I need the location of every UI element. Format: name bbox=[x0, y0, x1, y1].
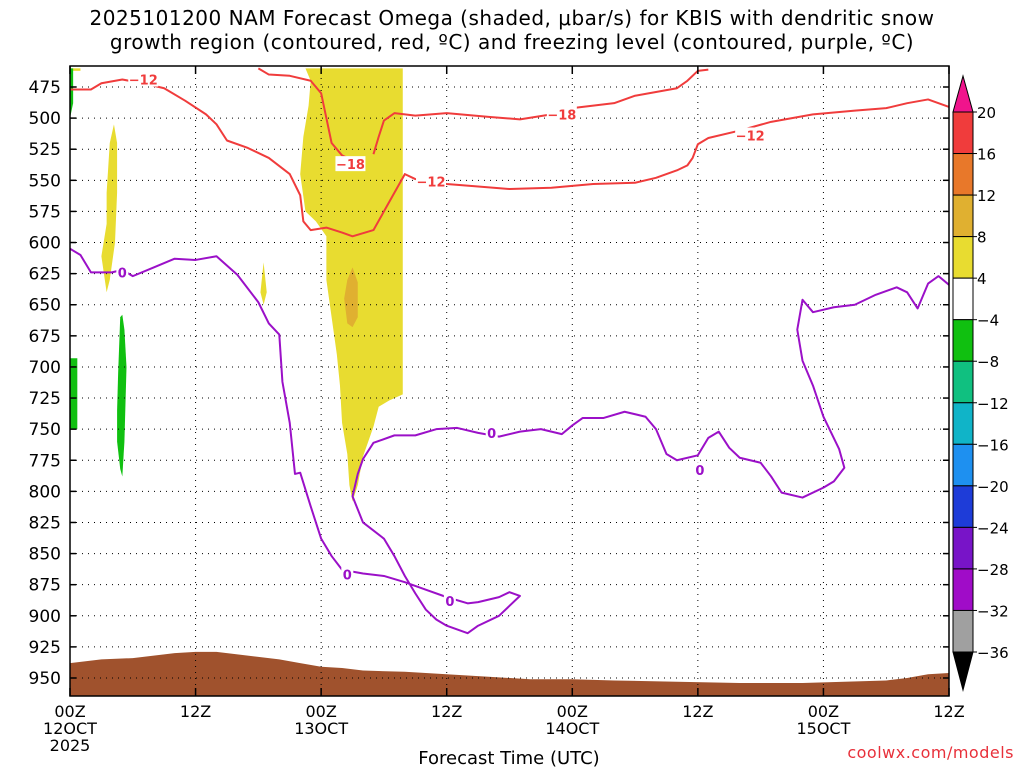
y-tick-label: 950 bbox=[29, 669, 61, 689]
omega-region-6 bbox=[70, 358, 78, 430]
x-tick-label: 12Z bbox=[431, 702, 462, 721]
y-tick-label: 800 bbox=[29, 482, 61, 502]
dgz-contour-label: −12 bbox=[129, 74, 158, 89]
x-tick-label: 14OCT bbox=[545, 719, 599, 738]
colorbar-top-triangle bbox=[952, 74, 974, 113]
purple-contour-0 bbox=[70, 247, 949, 635]
colorbar-label: 8 bbox=[977, 229, 987, 247]
y-tick-label: 625 bbox=[29, 265, 61, 285]
x-tick-label: 00Z bbox=[557, 702, 588, 721]
y-tick-label: 875 bbox=[29, 576, 61, 596]
colorbar-label: −32 bbox=[977, 602, 1009, 620]
freezing-contour-label: 0 bbox=[695, 464, 704, 479]
contour-label-layer: −12 −18 −18 −12 −12 0 0 0 0 0 bbox=[116, 71, 766, 610]
colorbar-band bbox=[952, 236, 974, 279]
contour-layer bbox=[70, 67, 949, 635]
colorbar-label: 20 bbox=[977, 104, 996, 122]
source-credit: coolwx.com/models bbox=[847, 743, 1014, 762]
colorbar-band bbox=[952, 360, 974, 404]
colorbar-band bbox=[952, 609, 974, 653]
x-tick-label: 12Z bbox=[180, 702, 211, 721]
chart-title-line-1: 2025101200 NAM Forecast Omega (shaded, μ… bbox=[89, 6, 935, 30]
freezing-contour-label: 0 bbox=[487, 427, 496, 442]
colorbar-band bbox=[952, 568, 974, 611]
y-tick-label: 650 bbox=[29, 296, 61, 316]
terrain-layer bbox=[70, 651, 949, 696]
omega-region-7 bbox=[117, 314, 127, 477]
x-tick-label: 00Z bbox=[305, 702, 336, 721]
colorbar-band bbox=[952, 443, 974, 487]
red-contour-2 bbox=[372, 68, 709, 155]
terrain-fill bbox=[70, 651, 949, 696]
y-tick-label: 600 bbox=[29, 234, 61, 254]
omega-shading-layer bbox=[70, 68, 403, 502]
y-tick-label: 500 bbox=[29, 109, 61, 129]
colorbar-label: −20 bbox=[977, 478, 1009, 496]
colorbar-label: −12 bbox=[977, 395, 1009, 413]
x-tick-label: 00Z bbox=[808, 702, 839, 721]
colorbar-band bbox=[952, 153, 974, 196]
y-tick-label: 925 bbox=[29, 638, 61, 658]
omega-region-5 bbox=[70, 68, 74, 119]
plot-frame bbox=[69, 65, 950, 697]
colorbar-band bbox=[952, 402, 974, 445]
x-tick-label: 15OCT bbox=[796, 719, 850, 738]
y-tick-label: 825 bbox=[29, 513, 61, 533]
grid-layer bbox=[69, 66, 950, 696]
colorbar-label: −28 bbox=[977, 561, 1009, 579]
omega-region-4 bbox=[344, 267, 358, 328]
freezing-contour-label: 0 bbox=[343, 569, 352, 584]
y-tick-label: 750 bbox=[29, 420, 61, 440]
colorbar-band bbox=[952, 194, 974, 238]
freezing-contour-label: 0 bbox=[118, 266, 127, 281]
red-contour-0 bbox=[70, 78, 949, 238]
colorbar-band bbox=[952, 319, 974, 362]
x-tick-label: 2025 bbox=[50, 736, 91, 755]
colorbar-label: 16 bbox=[977, 146, 996, 164]
y-tick-label: 850 bbox=[29, 545, 61, 565]
colorbar-label: −8 bbox=[977, 353, 999, 371]
colorbar-band bbox=[952, 485, 974, 528]
x-tick-label: 12Z bbox=[682, 702, 713, 721]
dgz-contour-label: −12 bbox=[417, 176, 446, 191]
colorbar-label: −24 bbox=[977, 519, 1009, 537]
x-tick-label: 12OCT bbox=[43, 719, 97, 738]
dgz-contour-label: −12 bbox=[736, 130, 765, 145]
y-tick-label: 475 bbox=[29, 78, 61, 98]
colorbar-band bbox=[952, 277, 974, 321]
y-tick-label: 700 bbox=[29, 358, 61, 378]
y-tick-label: 550 bbox=[29, 171, 61, 191]
dgz-contour-label: −18 bbox=[547, 108, 576, 123]
colorbar-band bbox=[952, 111, 974, 155]
omega-region-1 bbox=[101, 124, 118, 293]
x-tick-label: 00Z bbox=[54, 702, 85, 721]
dgz-contour-label: −18 bbox=[336, 158, 365, 173]
y-axis: 475 500 525 550 575 600 625 650 675 700 725 750 775 8… bbox=[29, 78, 949, 689]
colorbar-label: 4 bbox=[977, 270, 987, 288]
colorbar-label: 12 bbox=[977, 187, 996, 205]
y-tick-label: 775 bbox=[29, 451, 61, 471]
y-tick-label: 725 bbox=[29, 389, 61, 409]
colorbar-label: −16 bbox=[977, 436, 1009, 454]
colorbar-bottom-triangle bbox=[952, 651, 974, 692]
colorbar-label: −4 bbox=[977, 312, 999, 330]
freezing-contour-label: 0 bbox=[445, 595, 454, 610]
colorbar-label: −36 bbox=[977, 644, 1009, 662]
omega-region-2 bbox=[260, 262, 267, 305]
x-axis-label: Forecast Time (UTC) bbox=[418, 748, 599, 768]
chart-title-line-2: growth region (contoured, red, ºC) and f… bbox=[109, 30, 915, 54]
y-tick-label: 675 bbox=[29, 327, 61, 347]
y-tick-label: 525 bbox=[29, 140, 61, 160]
y-tick-label: 575 bbox=[29, 202, 61, 222]
colorbar-band bbox=[952, 526, 974, 570]
x-tick-label: 12Z bbox=[933, 702, 964, 721]
y-tick-label: 900 bbox=[29, 607, 61, 627]
x-tick-label: 13OCT bbox=[294, 719, 348, 738]
chart-title: 2025101200 NAM Forecast Omega (shaded, μ… bbox=[0, 6, 1024, 54]
colorbar: 20 16 12 8 4 −4 −8 −12 −16 −20 −24 −28 −32 −36 bbox=[952, 74, 1009, 692]
